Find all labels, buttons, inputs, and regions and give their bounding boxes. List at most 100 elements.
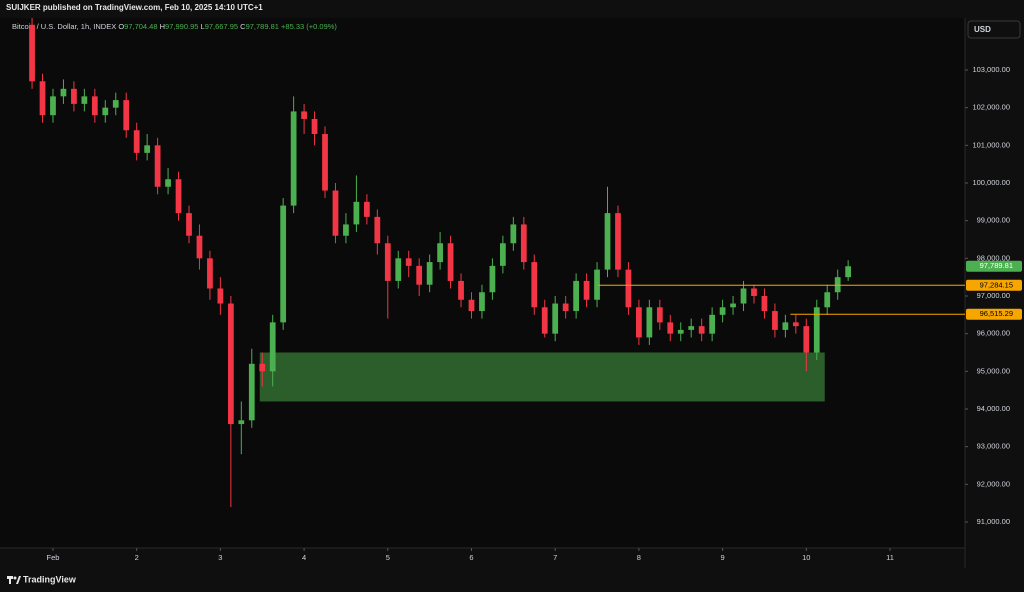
x-tick-label: 5 (386, 553, 390, 562)
candle-body (656, 307, 663, 323)
candle-body (227, 303, 234, 425)
candle-body (91, 96, 98, 116)
last-price-tag (966, 260, 1022, 272)
tv-logo (7, 576, 21, 584)
candle-body (824, 292, 831, 308)
level-tag (966, 279, 1022, 291)
y-tick-label: 96,000.00 (977, 329, 1010, 338)
candle-body (207, 258, 213, 289)
candle-body (562, 303, 569, 312)
candle-body (248, 363, 255, 421)
candle-body (489, 265, 496, 293)
candle-body (510, 224, 517, 244)
y-tick-label: 91,000.00 (977, 517, 1010, 526)
x-tick-label: 10 (802, 553, 810, 562)
last-price-label: 97,789.81 (980, 261, 1013, 270)
candle-body (102, 107, 109, 116)
brand: TradingView (23, 574, 77, 584)
c-value: 97,789.81 (246, 22, 279, 31)
candle-body (437, 243, 443, 263)
candle-body (479, 292, 485, 312)
y-tick-label: 97,000.00 (977, 291, 1010, 300)
currency[interactable]: USD (974, 25, 991, 34)
level-label: 96,515.29 (980, 309, 1013, 318)
candle-body (552, 303, 559, 334)
symbol: Bitcoin / U.S. Dollar, 1h, INDEX (12, 22, 116, 31)
candle-body (541, 307, 548, 334)
x-tick-label: 4 (302, 553, 306, 562)
candle-body (803, 326, 810, 353)
candle-body (175, 179, 182, 214)
candle-body (186, 213, 192, 236)
candle-body (426, 262, 433, 285)
candle-body (500, 243, 506, 266)
currency-button[interactable] (967, 20, 1021, 39)
candle-body (761, 295, 768, 312)
candle-body (458, 280, 464, 300)
candle-body (698, 326, 705, 334)
x-tick-label: 6 (469, 553, 473, 562)
candle-body (531, 262, 538, 308)
candle-body (615, 213, 621, 270)
level-tag (966, 308, 1022, 320)
x-tick-label: 2 (135, 553, 139, 562)
candle-body (144, 145, 151, 153)
x-tick-label: 8 (637, 553, 641, 562)
l-label: L (201, 22, 205, 31)
y-tick-label: 93,000.00 (977, 442, 1010, 451)
candle-body (730, 303, 736, 308)
y-tick-label: 100,000.00 (972, 178, 1010, 187)
c-label: C (240, 22, 246, 31)
plot-area (0, 18, 965, 548)
candle-body (332, 190, 339, 236)
candle-body (154, 145, 161, 187)
candle-body (813, 307, 820, 353)
x-tick-label: 7 (553, 553, 557, 562)
candle-body (60, 88, 67, 97)
candle-body (646, 307, 653, 338)
legend: Bitcoin / U.S. Dollar, 1h, INDEX O97,704… (12, 22, 337, 31)
candle-body (583, 280, 590, 300)
candle-body (280, 205, 287, 323)
candle-body (81, 96, 88, 104)
x-tick-label: Feb (47, 553, 60, 562)
y-tick-label: 103,000.00 (972, 65, 1010, 74)
logo-part (13, 576, 17, 580)
o-label: O (118, 22, 124, 31)
candle-body (343, 224, 349, 236)
y-tick-label: 102,000.00 (972, 103, 1010, 112)
candle-body (353, 201, 360, 225)
h-value: 97,990.95 (165, 22, 198, 31)
h-label: H (160, 22, 165, 31)
y-tick-label: 101,000.00 (972, 140, 1010, 149)
candle-body (447, 243, 454, 281)
y-tick-label: 95,000.00 (977, 366, 1010, 375)
publisher: SUIJKER published on TradingView.com, Fe… (6, 3, 263, 12)
candle-body (751, 288, 757, 296)
demand-zone (259, 352, 825, 402)
candle-body (133, 130, 140, 153)
x-tick-label: 9 (721, 553, 725, 562)
candle-body (677, 329, 684, 334)
x-tick-label: 3 (218, 553, 222, 562)
candle-body (259, 363, 266, 372)
candle-body (688, 326, 695, 330)
candle-body (269, 322, 276, 372)
candle-body (165, 179, 171, 187)
candle-body (71, 88, 77, 104)
candle-body (374, 216, 381, 244)
change: +85.33 (+0.09%) (281, 22, 337, 31)
candle-body (772, 311, 778, 330)
candle-body (238, 420, 245, 425)
candle-body (50, 96, 56, 116)
candle-body (520, 224, 527, 263)
logo-part (9, 576, 11, 584)
x-tick-label: 11 (886, 553, 894, 562)
candle-body (740, 288, 747, 304)
candle-body (217, 288, 224, 304)
candle-body (845, 266, 852, 278)
candle-body (782, 322, 789, 330)
candle-body (322, 134, 328, 191)
